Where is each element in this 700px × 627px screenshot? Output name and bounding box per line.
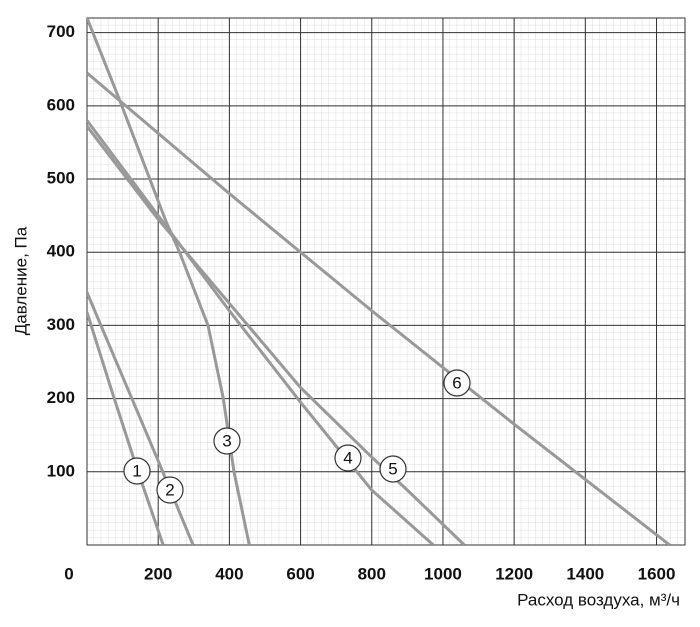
- plot-frame: [86, 17, 686, 546]
- curve: [87, 71, 671, 545]
- curve: [87, 18, 251, 545]
- y-tick-label: 600: [47, 95, 75, 114]
- curve-label: 5: [388, 459, 397, 478]
- curve: [87, 119, 435, 545]
- x-tick-label: 0: [64, 564, 73, 583]
- y-tick-label: 700: [47, 22, 75, 41]
- curve: [87, 125, 466, 545]
- curve-label: 3: [222, 431, 231, 450]
- curve-label-circle: [334, 444, 362, 472]
- curve-label-circle: [443, 369, 471, 397]
- curve-label: 6: [452, 373, 461, 392]
- x-tick-label: 1000: [424, 564, 462, 583]
- x-tick-label: 800: [358, 564, 386, 583]
- y-axis-label: Давление, Па: [11, 226, 30, 335]
- curve: [87, 291, 195, 545]
- y-tick-label: 400: [47, 242, 75, 261]
- curve-label-circle: [123, 457, 151, 485]
- curve-label-circle: [379, 455, 407, 483]
- curve-label: 2: [165, 480, 174, 499]
- curve: [87, 311, 165, 545]
- y-tick-label: 500: [47, 169, 75, 188]
- x-axis-label: Расход воздуха, м³/ч: [517, 590, 680, 609]
- curve-label: 4: [343, 448, 352, 467]
- x-tick-label: 600: [286, 564, 314, 583]
- x-tick-label: 400: [215, 564, 243, 583]
- x-tick-label: 1200: [495, 564, 533, 583]
- x-tick-label: 200: [144, 564, 172, 583]
- x-tick-label: 1400: [566, 564, 604, 583]
- y-tick-label: 100: [47, 461, 75, 480]
- x-tick-label: 1600: [638, 564, 676, 583]
- y-tick-label: 200: [47, 388, 75, 407]
- y-tick-label: 300: [47, 315, 75, 334]
- curve-label-circle: [213, 427, 241, 455]
- curve-label: 1: [132, 461, 141, 480]
- curve-label-circle: [156, 476, 184, 504]
